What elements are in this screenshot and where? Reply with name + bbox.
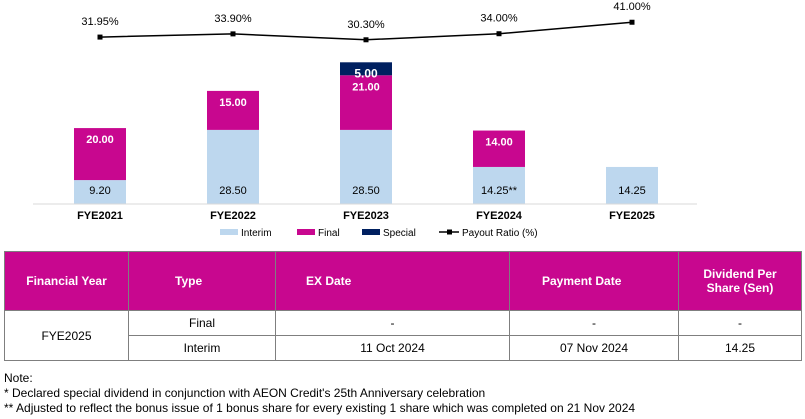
financial-year-cell: FYE2025: [4, 310, 129, 361]
data-label-final: 21.00: [352, 81, 380, 93]
bar-interim-fye2022: [207, 129, 259, 204]
bars-layer: 9.20 20.00 28.50 15.00 28.50 21.005.00 14.25**…: [74, 62, 658, 204]
bar-final-fye2023: [340, 75, 392, 130]
note-bonus-issue: ** Adjusted to reflect the bonus issue o…: [4, 401, 636, 415]
bar-interim-fye2024: [473, 166, 525, 204]
dividend-chart: 9.20 20.00 28.50 15.00 28.50 21.005.00 14.25**…: [33, 1, 697, 239]
bar-interim-fye2021: [74, 180, 126, 204]
legend-label-payout-ratio: Payout Ratio (%): [462, 228, 538, 239]
data-label-final: 20.00: [86, 134, 114, 146]
data-label-interim: 9.20: [89, 185, 110, 197]
x-tick-label: FYE2021: [77, 210, 123, 222]
data-label-special: 5.00: [354, 66, 378, 80]
bar-final-fye2022: [207, 90, 259, 130]
header-type: Type: [128, 251, 276, 311]
payout-ratio-point: [97, 34, 103, 40]
payout-ratio-label: 31.95%: [81, 16, 119, 28]
note-special-dividend: * Declared special dividend in conjuncti…: [4, 386, 486, 400]
x-tick-label: FYE2024: [476, 210, 523, 222]
bar-final-fye2021: [74, 128, 126, 181]
x-tick-label: FYE2023: [343, 210, 389, 222]
payout-ratio-point: [363, 37, 369, 43]
legend-label-special: Special: [383, 228, 416, 239]
payout-ratio-point: [629, 19, 635, 25]
x-tick-label: FYE2025: [609, 210, 655, 222]
dividend-table: Financial Year Type EX Date Payment Date…: [4, 251, 802, 361]
legend-label-final: Final: [318, 228, 340, 239]
type-cell: Final: [128, 310, 276, 336]
bar-interim-fye2023: [340, 129, 392, 204]
payment-date-cell: -: [509, 310, 679, 336]
data-label-final: 15.00: [219, 97, 247, 109]
payout-ratio-label: 33.90%: [214, 13, 252, 25]
payout-ratio-line-layer: 31.95% 33.90% 30.30% 34.00% 41.00%: [81, 1, 651, 43]
legend-swatch-final: [297, 229, 315, 235]
notes: Note: * Declared special dividend in con…: [4, 371, 635, 416]
table-row: FYE2025 Final - - -: [4, 310, 802, 361]
payout-ratio-label: 30.30%: [347, 19, 385, 31]
table-row: Interim 11 Oct 2024 07 Nov 2024 14.25: [5, 335, 802, 361]
legend-swatch-special: [362, 229, 380, 235]
header-financial-year: Financial Year: [4, 251, 129, 311]
payout-ratio-label: 41.00%: [613, 1, 651, 13]
bar-special-fye2023: [340, 62, 392, 76]
data-label-interim: 28.50: [219, 185, 247, 197]
bar-interim-fye2025: [606, 166, 658, 204]
payout-ratio-point: [230, 31, 236, 37]
dps-cell: -: [678, 310, 802, 336]
data-label-final: 14.00: [485, 137, 513, 149]
data-label-interim: 14.25**: [481, 185, 518, 197]
type-cell: Interim: [128, 335, 276, 361]
dps-cell: 14.25: [678, 335, 802, 361]
data-label-interim: 28.50: [352, 185, 380, 197]
header-dividend-per-share: Dividend Per Share (Sen): [678, 251, 802, 311]
header-ex-date: EX Date: [275, 251, 510, 311]
header-payment-date: Payment Date: [509, 251, 679, 311]
legend-swatch-interim: [220, 229, 238, 235]
legend-marker-payout-ratio: [447, 229, 452, 235]
payout-ratio-point: [496, 31, 502, 37]
data-label-interim: 14.25: [618, 185, 646, 197]
ex-date-cell: -: [275, 310, 510, 336]
payout-ratio-label: 34.00%: [480, 13, 518, 25]
legend: Interim Final Special Payout Ratio (%): [220, 228, 538, 239]
x-tick-label: FYE2022: [210, 210, 256, 222]
table-header-row: Financial Year Type EX Date Payment Date…: [4, 251, 802, 311]
x-tick-labels: FYE2021 FYE2022 FYE2023 FYE2024 FYE2025: [77, 210, 655, 222]
bar-final-fye2024: [473, 130, 525, 167]
payment-date-cell: 07 Nov 2024: [509, 335, 679, 361]
ex-date-cell: 11 Oct 2024: [275, 335, 510, 361]
notes-title: Note:: [4, 371, 33, 385]
legend-label-interim: Interim: [241, 228, 272, 239]
